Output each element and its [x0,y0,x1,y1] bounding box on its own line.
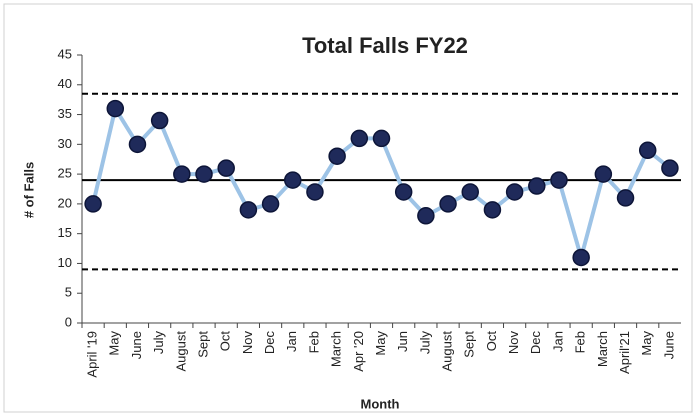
x-tick-label: July [151,331,166,355]
y-tick-label: 30 [58,136,72,151]
x-tick-label: Oct [218,331,233,352]
data-point [394,183,413,201]
data-point [306,183,324,201]
chart-frame [3,3,693,413]
x-tick-label: Dec [528,331,543,355]
x-tick-label: Feb [573,331,588,353]
x-tick-label: Jan [550,331,565,352]
data-point [439,195,457,213]
chart-title: Total Falls FY22 [302,33,468,58]
y-tick-label: 25 [58,166,72,181]
data-point [239,201,258,219]
y-tick-label: 0 [65,314,72,329]
x-tick-label: July [417,331,432,355]
data-point [195,165,213,183]
data-point [461,183,479,201]
y-axis-label: # of Falls [21,162,36,218]
data-point [505,183,524,201]
x-tick-label: Nov [506,331,521,355]
data-point [638,141,657,160]
y-tick-label: 5 [65,285,72,300]
data-point [483,201,502,219]
x-tick-label: Sept [195,331,210,358]
data-point [550,171,568,189]
data-point [217,159,235,177]
data-point [150,111,169,130]
x-tick-label: May [373,331,388,356]
x-axis-label: Month [361,396,400,411]
x-tick-label: June [129,331,144,359]
data-point [84,195,102,213]
data-point [328,147,346,165]
x-tick-label: August [173,331,188,372]
x-tick-label: Apr '20 [351,331,366,372]
data-point [106,99,125,118]
data-point [372,129,391,148]
x-tick-label: March [595,331,610,367]
data-point [417,207,435,225]
y-tick-label: 10 [58,255,72,270]
data-point [173,165,191,183]
y-tick-label: 40 [58,76,72,91]
x-tick-label: Sept [462,331,477,358]
data-point [261,195,280,213]
x-tick-label: Nov [240,331,255,355]
data-point [284,171,302,189]
x-tick-label: Dec [262,331,277,355]
data-point [594,165,613,183]
data-point [661,159,679,177]
data-point [528,177,546,195]
data-point [616,189,635,207]
x-tick-label: Jun [395,331,410,352]
x-tick-label: Oct [484,331,499,352]
x-tick-label: April'21 [617,331,632,374]
data-point [572,248,590,267]
data-point [128,135,147,154]
x-tick-label: April '19 [85,331,100,378]
x-tick-label: Feb [306,331,321,353]
x-tick-label: March [329,331,344,367]
x-tick-label: May [639,331,654,356]
y-tick-label: 35 [58,106,72,121]
x-tick-label: May [107,331,122,356]
x-tick-label: June [661,331,676,359]
y-tick-label: 45 [58,46,72,61]
y-tick-label: 20 [58,195,72,210]
x-tick-label: August [439,331,454,372]
y-tick-label: 15 [58,225,72,240]
data-point [350,129,369,148]
x-tick-label: Jan [284,331,299,352]
